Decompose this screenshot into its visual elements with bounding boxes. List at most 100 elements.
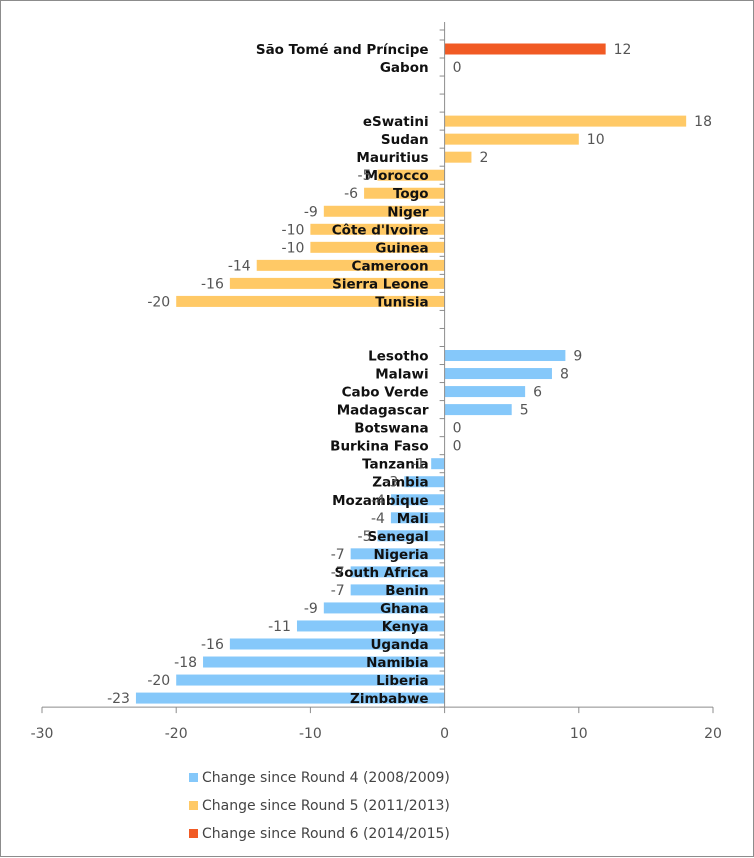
value-label: -10	[282, 222, 305, 238]
value-label: -3	[384, 475, 398, 491]
bar-madagascar	[444, 404, 512, 416]
bar-south-africa	[350, 566, 445, 578]
value-tick-label: 0	[440, 726, 449, 742]
legend-swatch	[189, 773, 198, 782]
value-label: 8	[560, 367, 569, 383]
value-label: -7	[331, 583, 345, 599]
legend-label: Change since Round 4 (2008/2009)	[202, 770, 450, 786]
value-label: -16	[201, 276, 224, 292]
bar-cameroon	[256, 259, 445, 271]
bar-nigeria	[350, 548, 445, 560]
category-label: Senegal	[368, 529, 429, 545]
bar-kenya	[296, 620, 445, 632]
category-label: Benin	[385, 583, 428, 599]
category-label: Morocco	[365, 168, 429, 184]
category-label: Uganda	[370, 637, 428, 653]
category-label: Botswana	[354, 421, 428, 437]
value-label: -4	[371, 511, 385, 527]
bar-niger	[323, 205, 445, 217]
bar-s-o-tom-and-pr-ncipe	[444, 43, 606, 55]
value-label: -10	[282, 240, 305, 256]
legend-label: Change since Round 5 (2011/2013)	[202, 798, 450, 814]
value-label: -4	[371, 493, 385, 509]
category-label: Côte d'Ivoire	[332, 222, 429, 238]
bar-mozambique	[390, 494, 445, 506]
value-label: -14	[228, 258, 251, 274]
category-label: Tanzania	[362, 457, 429, 473]
category-label: Cabo Verde	[342, 385, 429, 401]
value-label: -7	[331, 565, 345, 581]
category-label: Burkina Faso	[330, 439, 428, 455]
value-label: 12	[614, 42, 632, 58]
bar-sudan	[444, 133, 579, 145]
category-label: South Africa	[335, 565, 429, 581]
value-tick-label: 10	[570, 726, 588, 742]
value-label: -7	[331, 547, 345, 563]
category-label: Namibia	[366, 655, 429, 671]
value-labels: 12018102-5-6-9-10-10-14-16-20986500-1-3-…	[107, 42, 712, 707]
bars-layer	[135, 43, 687, 704]
value-label: 9	[573, 349, 582, 365]
category-label: Mauritius	[356, 150, 428, 166]
category-label: Lesotho	[368, 349, 428, 365]
bar-zambia	[404, 476, 445, 488]
category-label: Zambia	[372, 475, 428, 491]
bar-mali	[390, 512, 445, 524]
bar-ghana	[323, 602, 445, 614]
bar-senegal	[377, 530, 445, 542]
value-label: 6	[533, 385, 542, 401]
bar-eswatini	[444, 115, 687, 127]
value-label: -5	[358, 168, 372, 184]
category-label: eSwatini	[363, 114, 429, 130]
value-label: -16	[201, 637, 224, 653]
bar-cabo-verde	[444, 386, 526, 398]
bar-morocco	[377, 169, 445, 181]
value-label: -9	[304, 204, 318, 220]
bar-c-te-d-ivoire	[310, 223, 445, 235]
value-label: -23	[107, 691, 130, 707]
category-label: Sierra Leone	[332, 276, 428, 292]
category-label: Zimbabwe	[350, 691, 429, 707]
value-label: 18	[694, 114, 712, 130]
bar-zimbabwe	[135, 692, 445, 704]
bar-uganda	[229, 638, 445, 650]
value-label: 0	[453, 439, 462, 455]
value-label: 2	[479, 150, 488, 166]
category-label: Mozambique	[332, 493, 428, 509]
value-tick-label: -20	[165, 726, 188, 742]
bar-guinea	[310, 241, 445, 253]
value-label: -1	[411, 457, 425, 473]
category-labels: São Tomé and Príncipe Gabon eSwatini Sudan M…	[256, 42, 429, 707]
category-label: Kenya	[382, 619, 429, 635]
category-label: Niger	[387, 204, 429, 220]
category-label: Gabon	[380, 60, 429, 76]
legend-swatch	[189, 829, 198, 838]
value-label: -11	[268, 619, 291, 635]
value-tick-label: 20	[704, 726, 722, 742]
category-label: Ghana	[380, 601, 429, 617]
legend-label: Change since Round 6 (2014/2015)	[202, 826, 450, 842]
value-tick-label: -30	[31, 726, 54, 742]
value-label: 10	[587, 132, 605, 148]
bar-namibia	[203, 656, 445, 668]
value-label: -20	[147, 673, 170, 689]
category-label: Sudan	[381, 132, 429, 148]
bar-lesotho	[444, 350, 566, 362]
category-label: Nigeria	[373, 547, 428, 563]
category-label: Liberia	[376, 673, 428, 689]
category-label: Togo	[393, 186, 429, 202]
bar-benin	[350, 584, 445, 596]
value-label: 5	[520, 403, 529, 419]
legend-swatch	[189, 801, 198, 810]
category-label: Madagascar	[337, 403, 429, 419]
category-label: Tunisia	[375, 294, 428, 310]
axes: -30 -20 -10 0 10 20	[31, 21, 722, 742]
value-label: -9	[304, 601, 318, 617]
value-label: 0	[453, 421, 462, 437]
bar-togo	[364, 187, 445, 199]
value-label: 0	[453, 60, 462, 76]
category-label: Guinea	[375, 240, 428, 256]
category-label: Mali	[397, 511, 429, 527]
